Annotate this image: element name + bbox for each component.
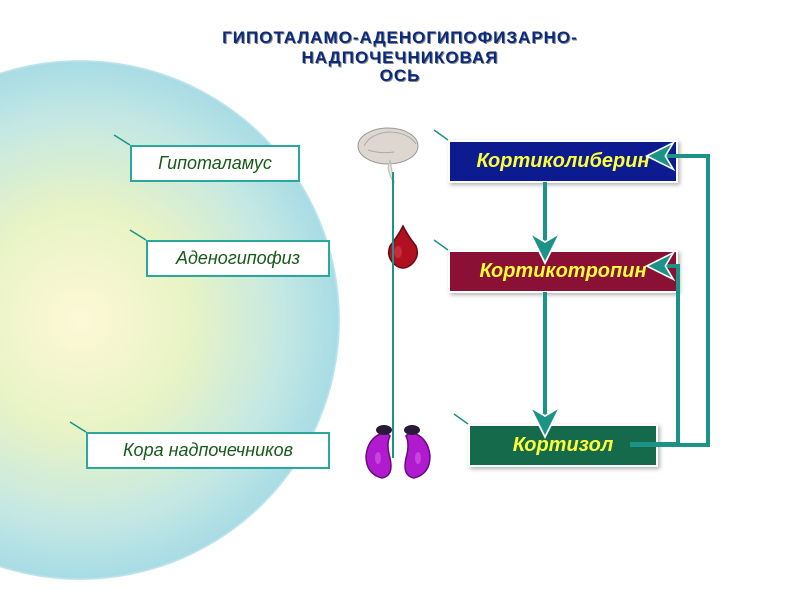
brain-icon	[350, 120, 430, 195]
box-corticoliberin: Кортиколиберин	[448, 140, 678, 183]
hormone-text: Кортикотропин	[479, 260, 646, 282]
title-line-1: ГИПОТАЛАМО-АДЕНОГИПОФИЗАРНО-НАДПОЧЕЧНИКО…	[200, 28, 600, 68]
title-line-2: ОСЬ	[200, 66, 600, 86]
kidneys-icon	[358, 418, 438, 489]
box-corticotropin: Кортикотропин	[448, 250, 678, 293]
background-gradient	[0, 60, 340, 580]
label-text: Аденогипофиз	[176, 248, 300, 268]
label-adenohypophysis: Аденогипофиз	[146, 240, 330, 277]
pituitary-icon	[378, 222, 428, 279]
hormone-text: Кортизол	[513, 434, 614, 456]
box-cortisol: Кортизол	[468, 424, 658, 467]
diagram-title: ГИПОТАЛАМО-АДЕНОГИПОФИЗАРНО-НАДПОЧЕЧНИКО…	[200, 28, 600, 86]
label-hypothalamus: Гипоталамус	[130, 145, 300, 182]
label-text: Гипоталамус	[158, 153, 272, 173]
hormone-text: Кортиколиберин	[477, 150, 650, 172]
label-text: Кора надпочечников	[123, 440, 293, 460]
label-adrenal-cortex: Кора надпочечников	[86, 432, 330, 469]
